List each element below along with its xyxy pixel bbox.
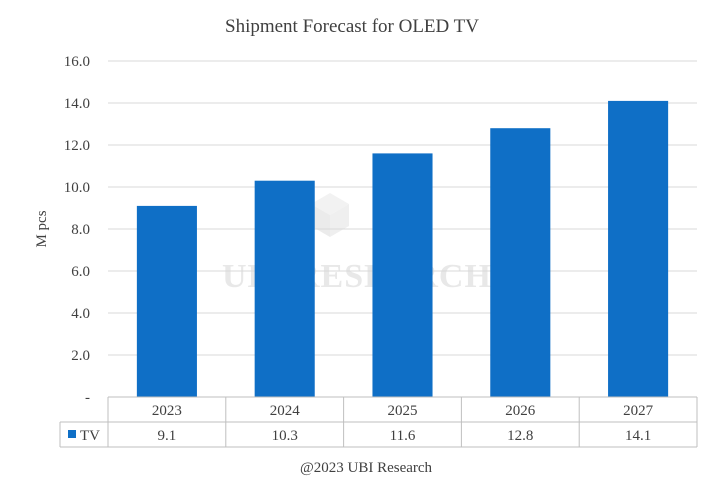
data-label: 10.3 [272, 428, 298, 444]
data-label: 12.8 [507, 428, 533, 444]
y-tick-label: 16.0 [64, 54, 90, 70]
x-tick-label: 2025 [388, 403, 418, 419]
legend-key [68, 430, 76, 438]
x-tick-label: 2026 [505, 403, 536, 419]
data-label: 14.1 [625, 428, 651, 444]
x-tick-label: 2027 [623, 403, 654, 419]
y-tick-label: 10.0 [64, 180, 90, 196]
y-axis-label: M pcs [34, 210, 50, 247]
data-label: 9.1 [158, 428, 177, 444]
y-tick-label: 12.0 [64, 138, 90, 154]
data-label: 11.6 [390, 428, 416, 444]
y-tick-label: 6.0 [71, 264, 90, 280]
footer-credit: @2023 UBI Research [300, 460, 433, 476]
cube-icon [311, 193, 349, 237]
bar-2024 [254, 180, 315, 397]
legend-label: TV [80, 428, 100, 444]
y-tick-label: 8.0 [71, 222, 90, 238]
x-tick-label: 2024 [270, 403, 301, 419]
bar-2023 [136, 205, 197, 397]
bar-2027 [608, 100, 669, 398]
bar-2025 [372, 153, 433, 397]
chart-title: Shipment Forecast for OLED TV [225, 16, 479, 37]
x-tick-label: 2023 [152, 403, 182, 419]
y-tick-label: 2.0 [71, 348, 90, 364]
y-tick-label: 14.0 [64, 96, 90, 112]
bar-2026 [490, 128, 551, 397]
y-tick-label: 4.0 [71, 306, 90, 322]
y-tick-label: - [85, 390, 90, 406]
